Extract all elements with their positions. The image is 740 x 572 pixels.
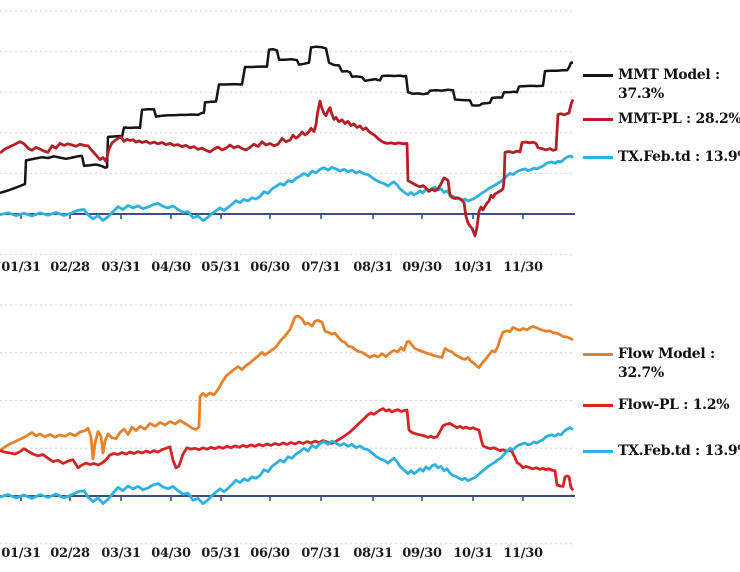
x-axis-label: 07/31 [301,260,341,275]
x-axis-label: 07/31 [301,546,341,561]
series-line-tx-feb-td [0,154,574,222]
x-axis-label: 11/30 [503,546,543,561]
x-axis-label: 10/31 [453,546,493,561]
x-axis-label: 06/30 [250,546,290,561]
x-axis-label: 10/31 [453,260,493,275]
legend-label-line: 32.7% [618,365,664,381]
legend-swatch-line [583,450,613,453]
series-line-flow-model [0,314,574,461]
x-axis-label: 02/28 [50,546,90,561]
series-line-flow-pl [0,407,575,492]
x-axis-label: 04/30 [151,546,191,561]
x-axis-label: 06/30 [250,260,290,275]
x-axis-label: 09/30 [402,260,442,275]
legend-label-line: MMT Model : [618,67,720,83]
series-line-mmt-pl [0,98,575,238]
series-line-tx-feb-td [0,426,574,506]
legend-label: MMT Model : 37.3% [618,66,720,104]
legend-label-line: MMT-PL : 28.2% [618,111,740,127]
x-axis-label: 11/30 [503,260,543,275]
legend-label-line: 37.3% [618,86,664,102]
legend-label: TX.Feb.td : 13.9% [618,442,740,461]
legend-label: Flow-PL : 1.2% [618,396,730,415]
x-axis-label: 04/30 [151,260,191,275]
legend-item-tx-feb-td: TX.Feb.td : 13.9% [583,442,740,461]
legend-item-mmt-model: MMT Model : 37.3% [583,66,739,104]
flow-x-axis-labels: 01/31 02/28 03/31 04/30 05/31 06/30 07/31 08/31… [0,546,580,566]
legend-swatch-line [583,156,613,159]
legend-label: Flow Model : 32.7% [618,345,715,383]
legend-item-mmt-pl: MMT-PL : 28.2% [583,110,740,129]
legend-swatch-line [583,74,613,77]
x-axis-label: 05/31 [201,546,241,561]
series-line-mmt-model [0,45,573,195]
legend-swatch-line [583,404,613,407]
legend-label: MMT-PL : 28.2% [618,110,740,129]
legend-label-line: Flow Model : [618,346,715,362]
x-axis-label: 02/28 [50,260,90,275]
x-axis-label: 01/31 [1,260,41,275]
legend-label-line: TX.Feb.td : 13.9% [618,443,740,459]
x-axis-label: 05/31 [201,260,241,275]
x-axis-label: 03/31 [101,260,141,275]
legend-item-flow-pl: Flow-PL : 1.2% [583,396,739,415]
flow-chart [0,304,575,545]
legend-label-line: Flow-PL : 1.2% [618,397,730,413]
x-axis-label: 08/31 [353,546,393,561]
legend-swatch-line [583,118,613,121]
mmt-x-axis-labels: 01/31 02/28 03/31 04/30 05/31 06/30 07/31 08/31… [0,260,580,280]
legend-item-tx-feb-td: TX.Feb.td : 13.9% [583,148,740,167]
x-axis-label: 03/31 [101,546,141,561]
mmt-chart [0,10,575,256]
legend-label-line: TX.Feb.td : 13.9% [618,149,740,165]
legend-swatch-line [583,353,613,356]
x-axis-label: 08/31 [353,260,393,275]
x-axis-label: 09/30 [402,546,442,561]
x-axis-label: 01/31 [1,546,41,561]
legend-label: TX.Feb.td : 13.9% [618,148,740,167]
legend-item-flow-model: Flow Model : 32.7% [583,345,739,383]
